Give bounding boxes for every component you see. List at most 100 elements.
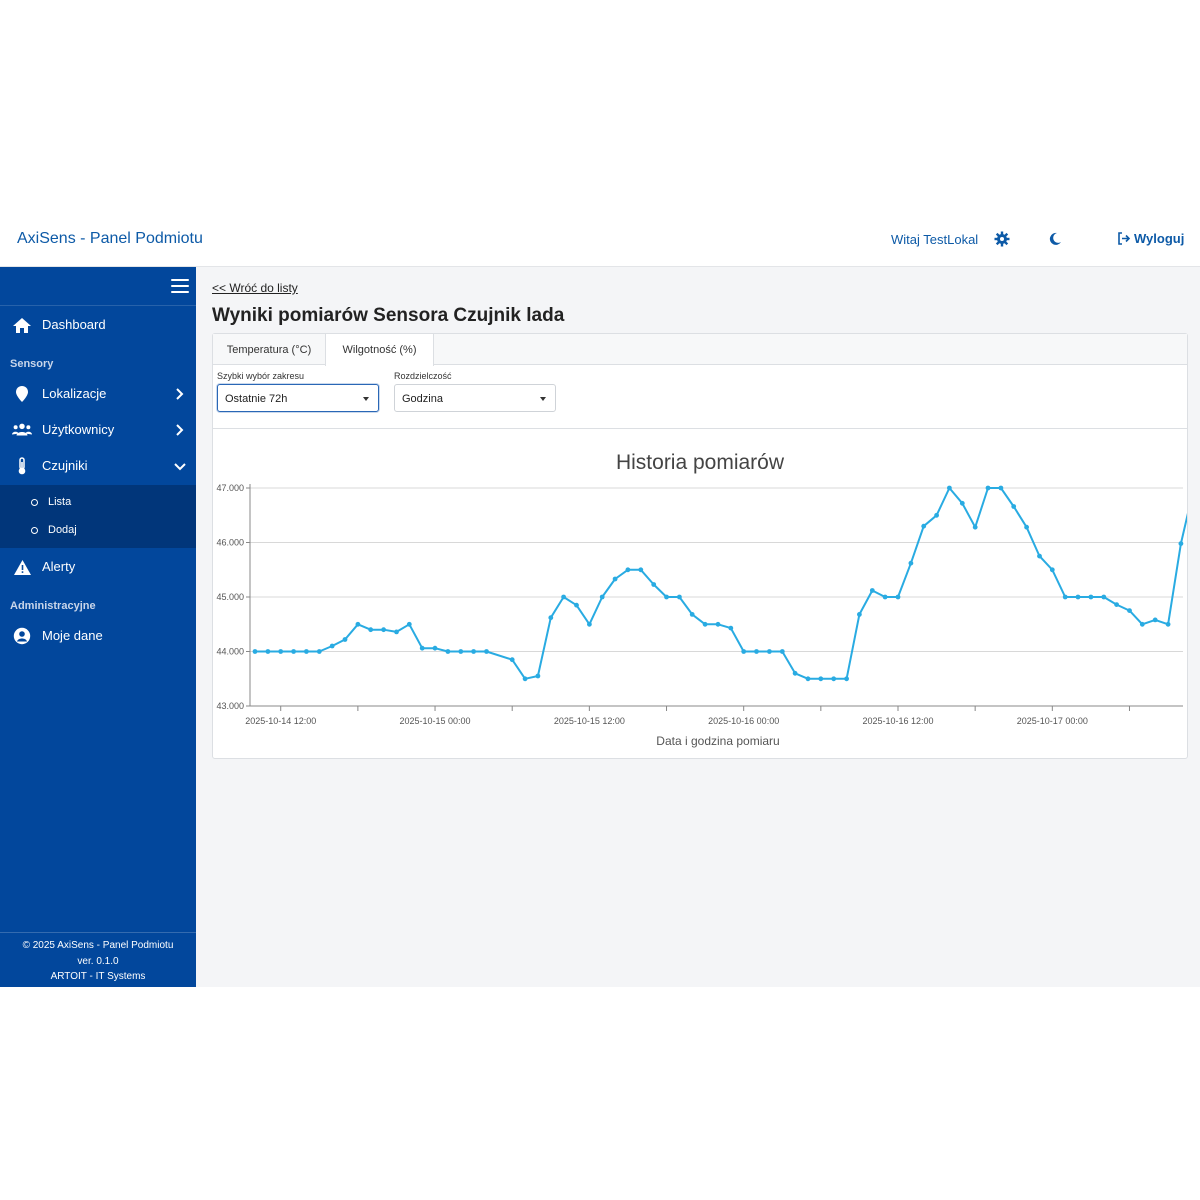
resolution-select-value: Godzina	[402, 393, 443, 405]
gear-icon[interactable]	[993, 230, 1011, 248]
app-root: AxiSens - Panel Podmiotu Witaj TestLokal	[0, 212, 1200, 987]
sidebar-item-label: Czujniki	[42, 458, 88, 473]
data-point	[1062, 594, 1068, 600]
users-icon	[12, 421, 32, 439]
footer-version: ver. 0.1.0	[77, 955, 119, 967]
data-point	[419, 645, 425, 651]
caret-down-icon	[540, 397, 546, 401]
data-point	[509, 657, 515, 663]
data-point	[612, 576, 618, 582]
data-point	[638, 567, 644, 573]
data-point	[381, 627, 386, 633]
data-point	[329, 643, 335, 649]
sidebar-subitem-dodaj[interactable]: Dodaj	[0, 519, 196, 543]
data-point	[252, 649, 258, 654]
data-point	[599, 594, 605, 600]
x-tick-label: 2025-10-15 12:00	[554, 716, 625, 726]
data-point	[895, 594, 901, 600]
data-point	[1165, 621, 1171, 627]
sidebar-item-label: Moje dane	[42, 628, 103, 643]
back-to-list-link[interactable]: << Wróć do listy	[212, 281, 298, 295]
sidebar-item-dashboard[interactable]: Dashboard	[0, 310, 196, 340]
data-point	[934, 512, 939, 518]
data-point	[484, 649, 489, 654]
data-point	[587, 621, 592, 627]
y-tick-label: 44.000	[216, 647, 244, 657]
x-axis-label: Data i godzina pomiaru	[656, 734, 779, 748]
data-point	[432, 645, 438, 651]
logout-label: Wyloguj	[1134, 231, 1185, 246]
data-point	[1101, 594, 1107, 600]
section-header-sensors: Sensory	[10, 358, 54, 370]
top-navbar: AxiSens - Panel Podmiotu Witaj TestLokal	[0, 212, 1200, 267]
circle-icon	[31, 527, 38, 534]
data-point	[1139, 621, 1145, 627]
data-point	[664, 594, 669, 600]
data-point	[651, 582, 657, 587]
data-point	[316, 649, 322, 654]
data-point	[985, 485, 991, 491]
range-select[interactable]: Ostatnie 72h	[217, 384, 379, 412]
data-point	[754, 649, 759, 654]
chart-title: Historia pomiarów	[616, 451, 785, 474]
home-icon	[12, 316, 32, 334]
sidebar-item-label: Alerty	[42, 559, 76, 574]
chevron-right-icon	[176, 424, 184, 436]
data-point	[998, 485, 1004, 491]
data-point	[1152, 617, 1158, 623]
data-point	[548, 615, 554, 621]
data-point	[831, 676, 837, 682]
data-point	[304, 649, 309, 654]
moon-icon[interactable]	[1046, 230, 1064, 248]
x-tick-label: 2025-10-17 00:00	[1017, 716, 1088, 726]
circle-icon	[31, 499, 38, 506]
data-point	[1088, 594, 1094, 600]
section-header-admin: Administracyjne	[10, 600, 96, 612]
sidebar-item-uzytkownicy[interactable]: Użytkownicy	[0, 415, 196, 445]
data-point	[779, 649, 785, 654]
measurements-card: Temperatura (°C) Wilgotność (%) Szybki w…	[212, 333, 1188, 759]
range-select-value: Ostatnie 72h	[225, 393, 288, 405]
tab-bar: Temperatura (°C) Wilgotność (%)	[213, 334, 1187, 366]
data-point	[818, 676, 824, 682]
data-point	[394, 629, 399, 635]
data-point	[882, 594, 888, 600]
data-point	[767, 649, 772, 654]
data-point	[522, 676, 528, 682]
sidebar-item-alerty[interactable]: Alerty	[0, 552, 196, 582]
greeting-text: Witaj TestLokal	[891, 232, 979, 247]
y-tick-label: 47.000	[216, 483, 244, 493]
data-point	[702, 621, 708, 627]
range-label: Szybki wybór zakresu	[217, 371, 305, 381]
sidebar-submenu-czujniki: Lista Dodaj	[0, 485, 196, 548]
sidebar-item-lokalizacje[interactable]: Lokalizacje	[0, 379, 196, 409]
data-point	[561, 594, 566, 600]
sidebar-subitem-lista[interactable]: Lista	[0, 491, 196, 515]
y-tick-label: 46.000	[216, 538, 244, 548]
sidebar: Dashboard Sensory Lokalizacje Użytkownic…	[0, 267, 196, 987]
x-tick-label: 2025-10-14 12:00	[245, 716, 316, 726]
tab-temperature[interactable]: Temperatura (°C)	[226, 344, 312, 356]
tab-humidity[interactable]: Wilgotność (%)	[325, 334, 434, 366]
chart-separator	[213, 428, 1187, 429]
data-point	[728, 625, 734, 631]
logout-button[interactable]: Wyloguj	[1117, 231, 1184, 246]
sidebar-item-czujniki[interactable]: Czujniki	[0, 451, 196, 481]
data-point	[291, 649, 296, 654]
data-point	[689, 612, 695, 617]
data-point	[1075, 594, 1081, 600]
x-tick-label: 2025-10-15 00:00	[400, 716, 471, 726]
data-point	[1114, 602, 1119, 607]
chevron-down-icon	[174, 463, 186, 471]
x-tick-label: 2025-10-16 12:00	[862, 716, 933, 726]
data-point	[677, 594, 682, 600]
data-point	[1011, 504, 1017, 509]
data-point	[406, 621, 412, 627]
app-brand[interactable]: AxiSens - Panel Podmiotu	[17, 230, 203, 247]
warning-icon	[12, 558, 32, 576]
resolution-select[interactable]: Godzina	[394, 384, 556, 412]
footer-company: ARTOIT - IT Systems	[50, 971, 146, 982]
menu-toggle-icon[interactable]	[171, 279, 189, 295]
data-point	[1024, 524, 1029, 530]
sidebar-item-moje-dane[interactable]: Moje dane	[0, 621, 196, 651]
